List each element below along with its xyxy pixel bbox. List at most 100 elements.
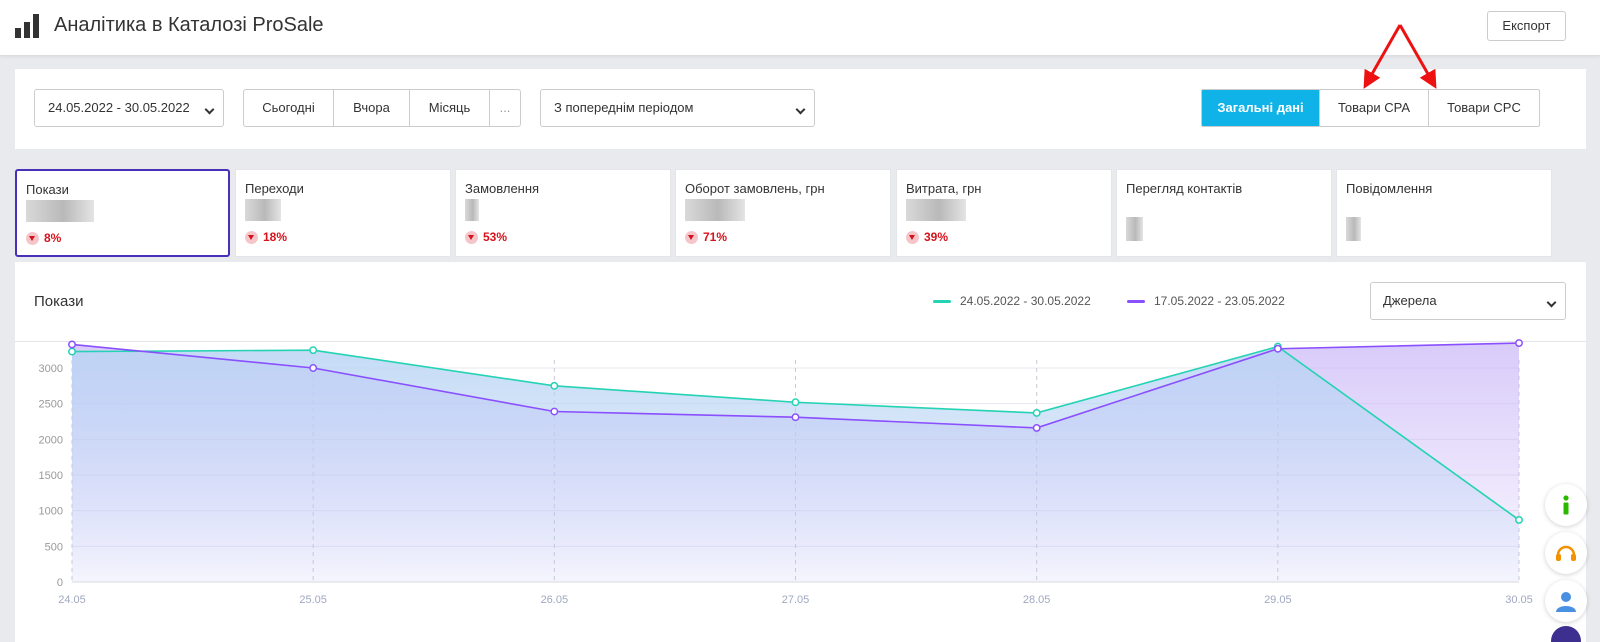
- info-icon: [1563, 495, 1569, 515]
- metric-change-value: 53%: [483, 230, 508, 244]
- metric-change: 71%: [685, 230, 727, 244]
- metric-card-messages[interactable]: Повідомлення: [1336, 169, 1552, 257]
- chevron-down-icon: [795, 104, 806, 115]
- annotation-arrows: [1363, 24, 1437, 89]
- quick-period-group: Сьогодні Вчора Місяць ...: [243, 89, 521, 127]
- data-point: [1273, 344, 1282, 353]
- source-select-value: Джерела: [1383, 293, 1437, 308]
- y-tick-label: 2500: [39, 399, 63, 411]
- line-chart: 0 500 1000 1500 2000 2500 3000 24.05 25.05 26.05 2…: [39, 339, 1533, 606]
- metric-label: Замовлення: [465, 181, 540, 196]
- metric-card-turnover[interactable]: Оборот замовлень, грн 71%: [675, 169, 891, 257]
- legend-swatch: [1127, 299, 1145, 303]
- period-more-button[interactable]: ...: [499, 100, 511, 115]
- legend-swatch: [933, 299, 951, 303]
- metric-label: Витрата, грн: [906, 181, 982, 196]
- x-tick-label: 27.05: [782, 594, 810, 606]
- metric-value-redacted: [1126, 217, 1143, 241]
- metric-value-redacted: [906, 199, 966, 221]
- x-tick-label: 30.05: [1505, 594, 1533, 606]
- compare-period-select[interactable]: З попереднім періодом: [540, 89, 815, 127]
- data-point: [68, 347, 76, 356]
- chart-panel: Покази 24.05.2022 - 30.05.2022 17.05.202…: [15, 262, 1586, 642]
- data-point: [309, 364, 318, 372]
- metric-card-impressions[interactable]: Покази 8%: [15, 169, 230, 257]
- data-point: [1515, 339, 1523, 347]
- legend-item-current[interactable]: 24.05.2022 - 30.05.2022: [933, 294, 1091, 308]
- down-arrow-icon: [685, 230, 698, 244]
- support-button[interactable]: [1545, 532, 1587, 574]
- metric-value-redacted: [685, 199, 745, 221]
- y-tick-label: 500: [45, 541, 63, 553]
- x-tick-label: 25.05: [299, 594, 327, 606]
- data-point: [550, 407, 559, 416]
- metric-card-orders[interactable]: Замовлення 53%: [455, 169, 671, 257]
- info-button[interactable]: [1545, 484, 1587, 526]
- tab-general-data[interactable]: Загальні дані: [1202, 90, 1320, 126]
- page-title: Аналітика в Каталозі ProSale: [54, 14, 324, 36]
- support-headset-icon: [1556, 545, 1576, 561]
- metric-value-redacted: [1346, 217, 1361, 241]
- metric-label: Переходи: [245, 181, 304, 196]
- metric-card-clicks[interactable]: Переходи 18%: [235, 169, 451, 257]
- tab-products-cpc[interactable]: Товари CPC: [1447, 100, 1521, 115]
- compare-period-value: З попереднім періодом: [554, 100, 694, 115]
- data-point: [68, 340, 76, 349]
- period-yesterday-button[interactable]: Вчора: [334, 90, 410, 126]
- filters-panel: 24.05.2022 - 30.05.2022 Сьогодні Вчора М…: [15, 69, 1586, 149]
- chart-title: Покази: [34, 293, 84, 310]
- x-tick-label: 28.05: [1023, 594, 1051, 606]
- tab-products-cpa[interactable]: Товари CPA: [1320, 90, 1429, 126]
- series-area: [72, 346, 1519, 582]
- x-tick-label: 26.05: [541, 594, 569, 606]
- data-point: [791, 398, 800, 407]
- metric-card-contact-views[interactable]: Перегляд контактів: [1116, 169, 1332, 257]
- source-select[interactable]: Джерела: [1370, 282, 1566, 320]
- down-arrow-icon: [465, 230, 478, 244]
- x-tick-label: 29.05: [1264, 594, 1292, 606]
- data-point: [1032, 423, 1041, 432]
- view-tabs: Загальні дані Товари CPA Товари CPC: [1201, 89, 1540, 127]
- arrow-to-cpc: [1398, 24, 1437, 89]
- legend-label: 17.05.2022 - 23.05.2022: [1154, 294, 1285, 308]
- metric-label: Покази: [26, 182, 69, 197]
- top-bar: Аналітика в Каталозі ProSale Експорт: [0, 0, 1600, 56]
- profile-button[interactable]: [1545, 580, 1587, 622]
- metric-change-value: 18%: [263, 230, 288, 244]
- legend-label: 24.05.2022 - 30.05.2022: [960, 294, 1091, 308]
- down-arrow-icon: [245, 230, 258, 244]
- metric-change: 53%: [465, 230, 507, 244]
- chart-divider: [15, 341, 1586, 342]
- y-tick-label: 1500: [39, 470, 63, 482]
- data-point: [1032, 408, 1041, 417]
- analytics-bars-icon: [15, 14, 41, 38]
- period-month-button[interactable]: Місяць: [410, 90, 490, 126]
- metric-change: 18%: [245, 230, 287, 244]
- metric-value-redacted: [465, 199, 479, 221]
- y-tick-label: 0: [57, 577, 63, 589]
- chat-bubble-icon[interactable]: [1551, 626, 1581, 642]
- date-range-select[interactable]: 24.05.2022 - 30.05.2022: [34, 89, 224, 127]
- metric-change-value: 39%: [924, 230, 949, 244]
- metric-card-spend[interactable]: Витрата, грн 39%: [896, 169, 1112, 257]
- export-button[interactable]: Експорт: [1487, 11, 1566, 41]
- legend-item-previous[interactable]: 17.05.2022 - 23.05.2022: [1127, 294, 1285, 308]
- down-arrow-icon: [26, 231, 39, 245]
- metric-value-redacted: [245, 199, 281, 221]
- data-point: [1515, 515, 1523, 524]
- metric-label: Повідомлення: [1346, 181, 1433, 196]
- metric-label: Перегляд контактів: [1126, 181, 1243, 196]
- y-tick-label: 1000: [39, 506, 63, 518]
- x-tick-label: 24.05: [58, 594, 86, 606]
- data-point: [791, 413, 800, 422]
- metric-change: 39%: [906, 230, 948, 244]
- chevron-down-icon: [204, 104, 215, 115]
- period-today-button[interactable]: Сьогодні: [244, 90, 334, 126]
- data-point: [550, 381, 559, 390]
- arrow-to-cpa: [1363, 24, 1402, 89]
- y-tick-label: 3000: [39, 363, 63, 375]
- metric-label: Оборот замовлень, грн: [685, 181, 825, 196]
- metric-cards: Покази 8% Переходи 18% Замовлення 53% Об…: [15, 169, 1586, 257]
- metric-value-redacted: [26, 200, 94, 222]
- metric-change: 8%: [26, 231, 61, 245]
